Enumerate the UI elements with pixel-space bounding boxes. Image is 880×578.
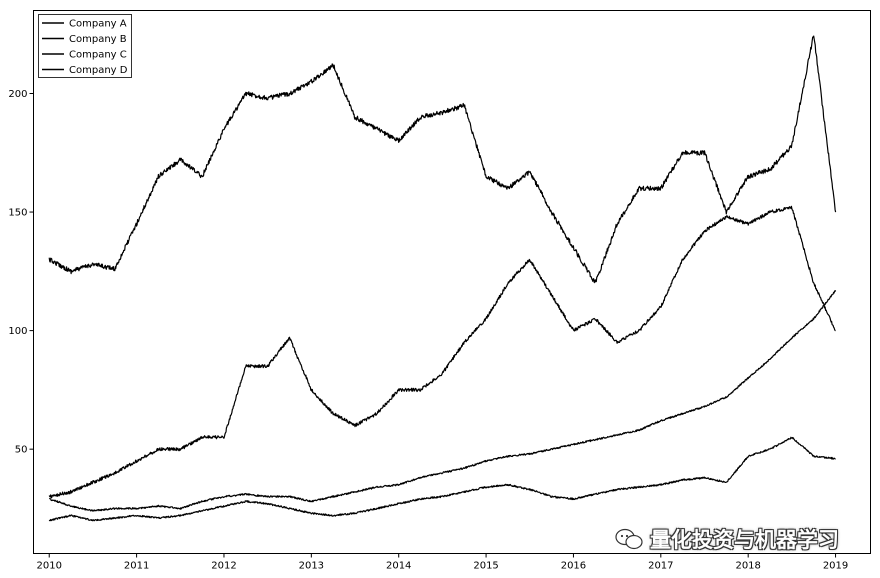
legend-label: Company C: [69, 50, 127, 61]
y-axis: 50 100 150 200: [8, 89, 34, 456]
x-tick-label: 2014: [386, 561, 411, 572]
x-tick-label: 2019: [823, 561, 848, 572]
legend: Company A Company B Company C Company D: [38, 14, 132, 78]
x-axis: 2010 2011 2012 2013 2014 2015 2016 2017 2018 2019: [36, 553, 848, 572]
series-line-3: [49, 290, 837, 512]
plot-frame: [33, 10, 871, 554]
x-tick-label: 2012: [211, 561, 236, 572]
x-tick-label: 2018: [735, 561, 760, 572]
y-tick-label: 50: [15, 445, 28, 456]
legend-label: Company D: [69, 65, 128, 76]
y-tick-label: 200: [8, 89, 27, 100]
series-line-2: [48, 205, 836, 499]
wechat-bubble-icon: [615, 528, 643, 550]
x-tick-label: 2015: [473, 561, 498, 572]
legend-label: Company A: [69, 19, 127, 30]
series-line-4: [48, 436, 836, 522]
y-tick-label: 150: [8, 208, 27, 219]
watermark-text: 量化投资与机器学习: [650, 528, 839, 552]
x-tick-label: 2017: [648, 561, 673, 572]
x-tick-label: 2013: [299, 561, 324, 572]
watermark: 量化投资与机器学习: [614, 524, 839, 554]
y-tick-label: 100: [8, 326, 27, 337]
legend-box: [38, 14, 132, 78]
series-line-1: [48, 35, 837, 284]
x-tick-label: 2016: [561, 561, 586, 572]
legend-label: Company B: [69, 34, 127, 45]
series-lines: [48, 35, 837, 522]
x-tick-label: 2011: [124, 561, 149, 572]
x-tick-label: 2010: [36, 561, 61, 572]
